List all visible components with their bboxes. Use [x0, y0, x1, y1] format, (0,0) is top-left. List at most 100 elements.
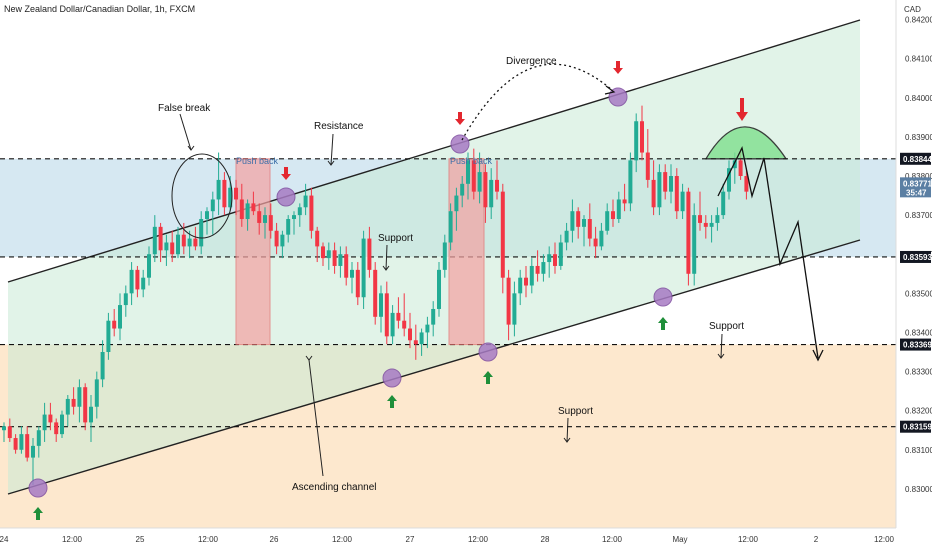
channel-pointer [308, 359, 324, 477]
price-tag-label-4: 0.83159 [903, 423, 932, 432]
candle-body-12 [71, 398, 76, 407]
candle-body-5 [31, 445, 35, 458]
push-back-zone-1 [235, 158, 271, 346]
candle-body-24 [141, 277, 146, 290]
candle-body-77 [448, 211, 453, 243]
support-mid-pointer [385, 244, 388, 271]
chart-drawings [28, 61, 824, 520]
time-axis[interactable] [0, 527, 932, 550]
candle-body-36 [210, 199, 215, 212]
push-back-zones [235, 158, 485, 346]
price-tick-label: 0.83100 [905, 446, 932, 455]
candle-body-66 [384, 293, 389, 337]
time-tick-label: 12:00 [468, 535, 489, 544]
candle-body-91 [529, 265, 534, 286]
time-axis-ticks: 24 12:00 25 12:00 26 12:00 27 12:00 28 12:00 May 12… [0, 535, 895, 544]
candle-body-21 [123, 293, 128, 306]
candle-body-79 [460, 183, 465, 196]
candle-body-46 [268, 215, 273, 231]
candle-body-35 [205, 211, 209, 220]
time-tick-label: 12:00 [198, 535, 219, 544]
support-low-pointer [566, 417, 569, 443]
time-tick-label: 12:00 [738, 535, 759, 544]
candle-body-44 [257, 211, 262, 223]
price-tag-label-3: 0.83369 [903, 341, 932, 350]
projected-path-head [812, 349, 824, 362]
candle-body-102 [593, 238, 598, 247]
time-tick-label: 12:00 [874, 535, 895, 544]
projected-top-dome [704, 126, 788, 160]
candle-body-38 [222, 179, 227, 208]
candle-body-108 [628, 160, 633, 204]
candle-body-68 [396, 312, 401, 321]
candle-body-28 [164, 242, 169, 251]
candle-body-113 [657, 172, 662, 208]
candle-body-97 [564, 230, 569, 243]
price-tick-label: 0.83300 [905, 368, 932, 377]
candle-body-55 [321, 246, 325, 259]
time-tick-label: 26 [270, 535, 279, 544]
divergence-arc [461, 63, 613, 141]
candle-body-128 [744, 176, 749, 192]
time-tick-label: 2 [814, 535, 819, 544]
candle-body-53 [309, 195, 314, 231]
candle-body-15 [89, 406, 93, 423]
time-tick-label: 12:00 [62, 535, 83, 544]
resistance-label: Resistance [314, 121, 364, 132]
candle-body-89 [518, 277, 523, 294]
channel-upper-line [7, 19, 861, 283]
candle-body-78 [454, 195, 459, 212]
ascending-channel-label: Ascending channel [292, 482, 377, 493]
candle-body-84 [489, 179, 494, 208]
pivot-marker-5 [478, 342, 498, 362]
price-tick-label: 0.84200 [905, 16, 932, 25]
candle-body-64 [373, 269, 378, 317]
candle-body-122 [709, 222, 714, 227]
candle-body-118 [686, 191, 691, 274]
candle-body-22 [129, 269, 134, 294]
candle-body-61 [355, 269, 360, 298]
candle-body-86 [500, 191, 505, 278]
buy-arrow-3 [483, 371, 493, 384]
candle-body-17 [100, 352, 105, 380]
candle-body-37 [216, 179, 221, 200]
candle-body-92 [535, 265, 540, 274]
candle-body-51 [297, 207, 302, 216]
candle-body-32 [187, 238, 192, 247]
support-right-pointer-head [717, 353, 725, 359]
projected-path [717, 146, 819, 359]
candle-body-93 [541, 262, 546, 274]
time-tick-label: 27 [406, 535, 415, 544]
candle-body-23 [135, 269, 140, 290]
candle-body-94 [547, 254, 552, 263]
price-axis[interactable]: CAD [895, 0, 932, 550]
candle-body-95 [553, 254, 557, 266]
candle-body-11 [65, 398, 70, 415]
current-price-label: 0.83771 [903, 179, 932, 188]
candle-body-67 [390, 312, 395, 337]
support-low-pointer-head [563, 437, 571, 443]
time-tick-label: 28 [541, 535, 550, 544]
buy-arrow-2 [387, 395, 397, 408]
candle-body-19 [112, 320, 117, 329]
push-back-label-1: Push back [236, 156, 279, 166]
support-label-right: Support [709, 321, 744, 332]
price-tick-label: 0.84000 [905, 94, 932, 103]
candle-body-48 [280, 234, 285, 247]
candle-body-57 [332, 250, 337, 266]
candle-body-115 [669, 176, 673, 192]
candle-body-69 [402, 320, 407, 329]
candle-body-72 [419, 332, 424, 345]
candle-body-40 [234, 187, 238, 200]
candle-body-98 [570, 211, 575, 231]
candle-body-80 [466, 160, 470, 184]
candle-body-111 [645, 152, 650, 180]
candle-body-104 [605, 211, 610, 231]
price-tick-label: 0.83000 [905, 485, 932, 494]
false-break-circle [171, 153, 233, 239]
candle-body-16 [94, 379, 99, 407]
channel-lower-line [7, 239, 861, 495]
candle-body-90 [524, 277, 528, 286]
